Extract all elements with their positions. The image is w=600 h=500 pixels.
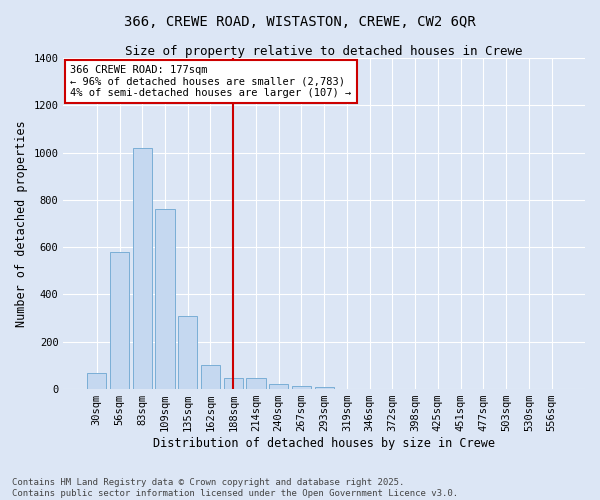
Bar xyxy=(247,378,266,389)
Bar xyxy=(133,148,152,389)
Text: Contains HM Land Registry data © Crown copyright and database right 2025.
Contai: Contains HM Land Registry data © Crown c… xyxy=(12,478,458,498)
Bar xyxy=(155,210,175,389)
Bar xyxy=(314,386,334,389)
Bar xyxy=(292,386,311,389)
Text: 366 CREWE ROAD: 177sqm
← 96% of detached houses are smaller (2,783)
4% of semi-d: 366 CREWE ROAD: 177sqm ← 96% of detached… xyxy=(70,65,352,98)
Title: Size of property relative to detached houses in Crewe: Size of property relative to detached ho… xyxy=(125,45,523,58)
Y-axis label: Number of detached properties: Number of detached properties xyxy=(15,120,28,327)
Text: 366, CREWE ROAD, WISTASTON, CREWE, CW2 6QR: 366, CREWE ROAD, WISTASTON, CREWE, CW2 6… xyxy=(124,15,476,29)
Bar xyxy=(110,252,129,389)
Bar xyxy=(224,378,243,389)
Bar xyxy=(178,316,197,389)
X-axis label: Distribution of detached houses by size in Crewe: Distribution of detached houses by size … xyxy=(153,437,495,450)
Bar xyxy=(87,372,106,389)
Bar xyxy=(201,366,220,389)
Bar xyxy=(269,384,289,389)
